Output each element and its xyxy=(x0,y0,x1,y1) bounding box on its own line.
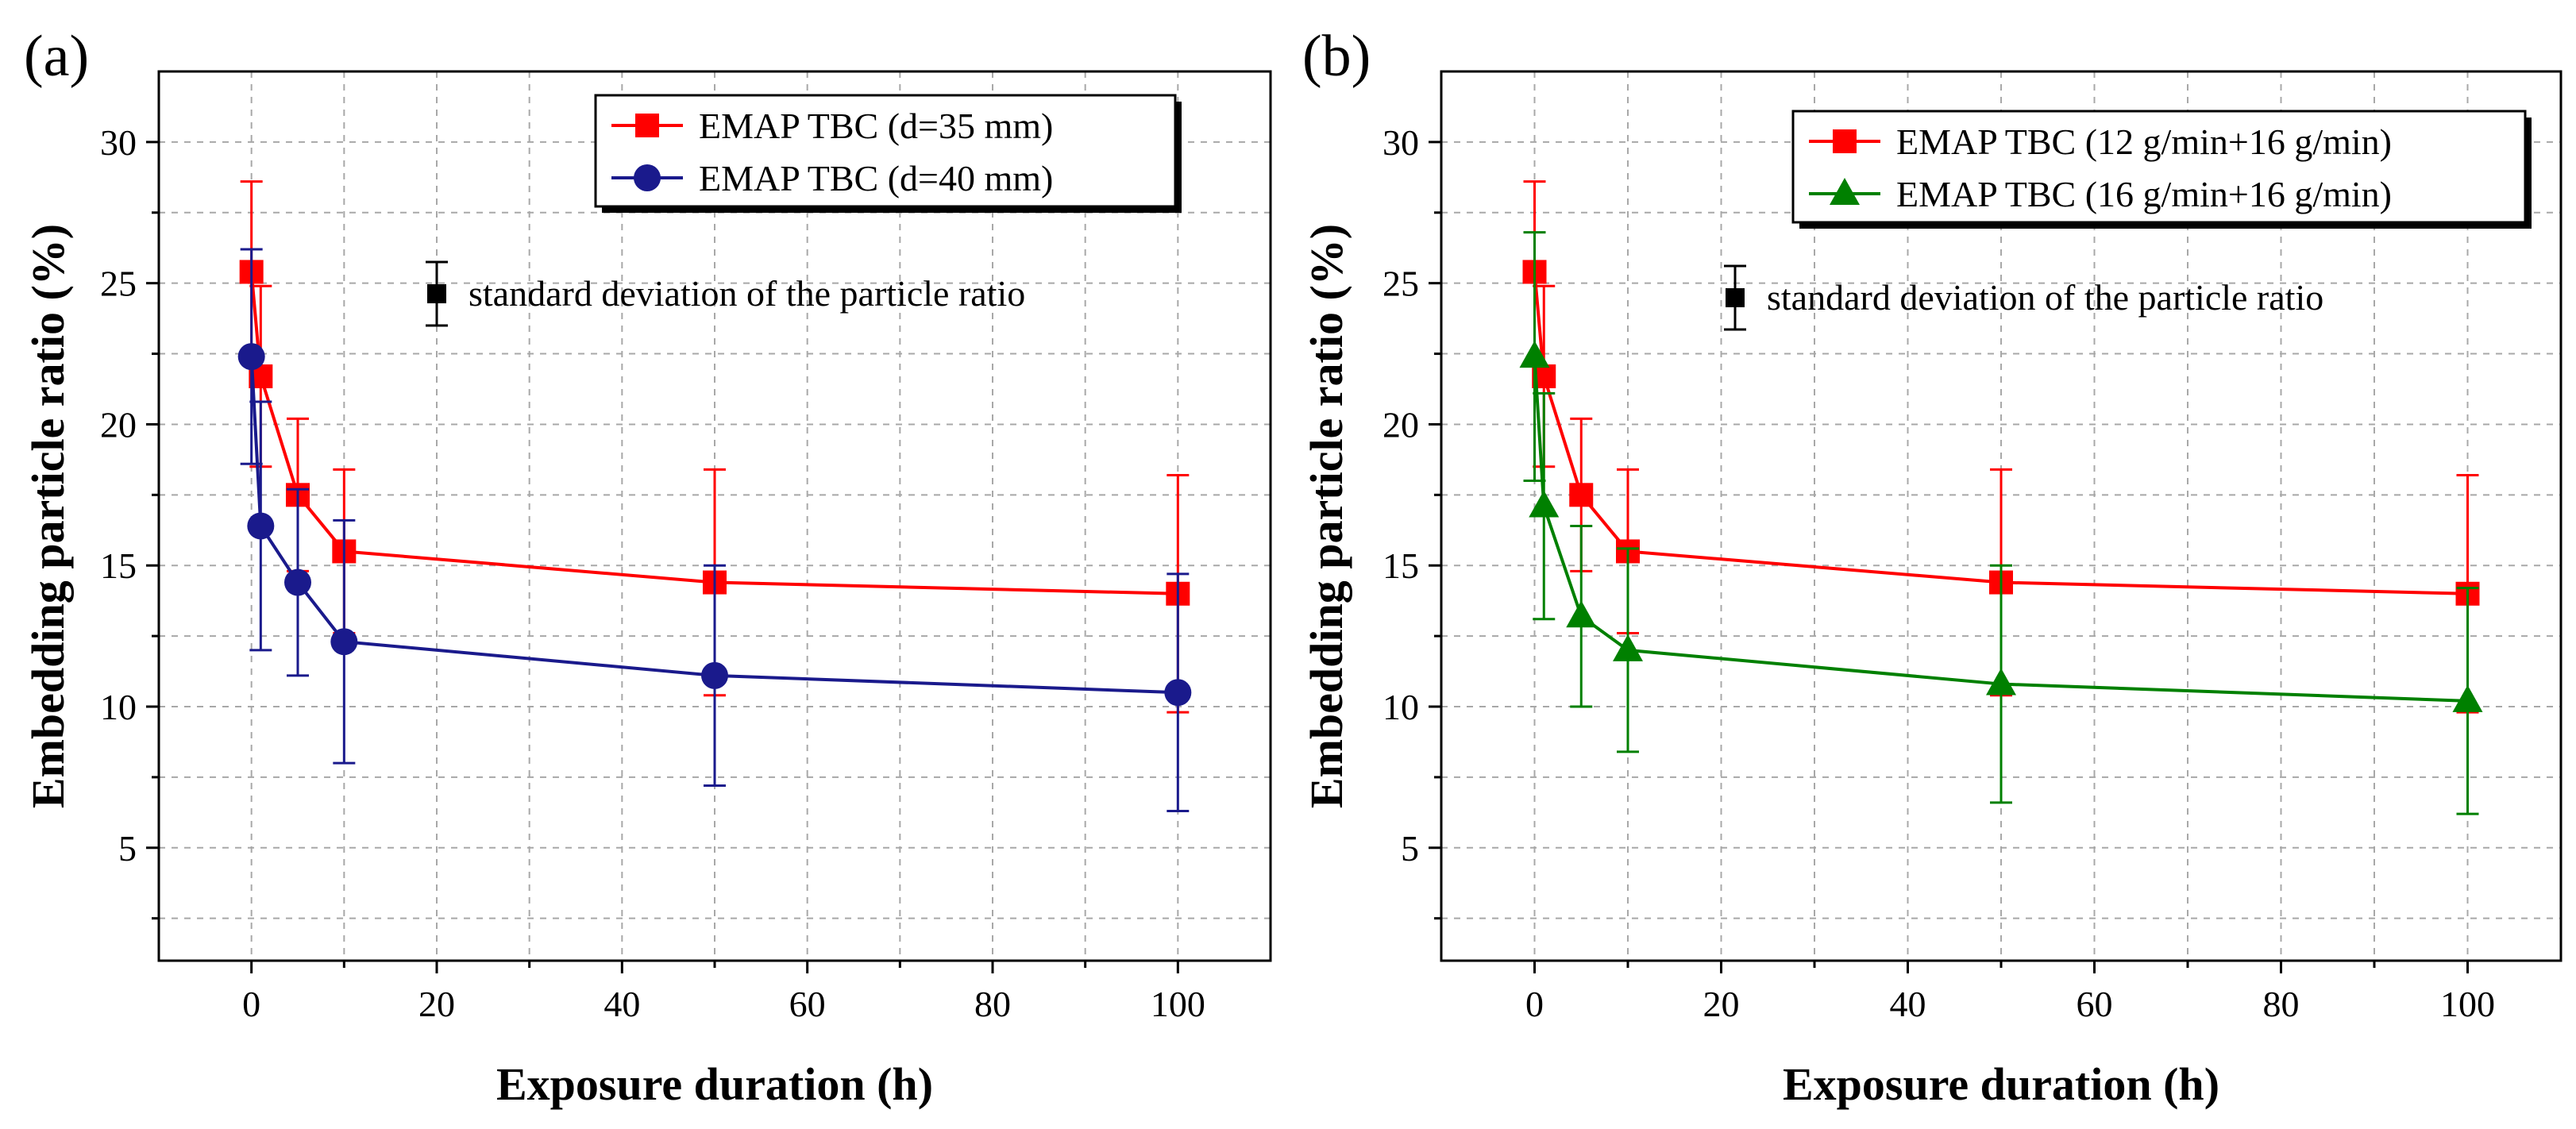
panel-a-y-axis-label: Embedding particle ratio (%) xyxy=(22,224,74,808)
panel-b-y-tick-label: 5 xyxy=(1401,828,1419,869)
panel-b-x-tick-label: 80 xyxy=(2263,984,2300,1024)
panel-b-series-line xyxy=(1533,356,2468,703)
panel-a-series-line xyxy=(249,356,1178,695)
panel-b-chart: 0 20 40 60 80 100 5 10 15 20 25 30 Exposure duration… xyxy=(1301,24,2563,1110)
panel-b-legend-box xyxy=(1791,110,2527,224)
panel-a-legend-box xyxy=(594,94,1177,208)
panel-a-y-tick-label: 10 xyxy=(100,687,137,727)
panel-a-std-note: standard deviation of the particle ratio xyxy=(426,260,1025,327)
panel-b-data-point xyxy=(1566,600,1597,628)
panel-b-x-tick-label: 100 xyxy=(2440,984,2495,1024)
panel-b-x-tick-label: 0 xyxy=(1525,984,1544,1024)
panel-a-data-point xyxy=(284,568,311,596)
panel-b-y-tick-label: 30 xyxy=(1382,122,1419,163)
panel-b-legend-entry: EMAP TBC (16 g/min+16 g/min) xyxy=(1896,174,2392,214)
panel-a-y-tick-label: 30 xyxy=(100,122,137,163)
panel-a-data-point xyxy=(1164,679,1192,707)
panel-b-std-label: standard deviation of the particle ratio xyxy=(1767,277,2323,318)
panel-a-legend: EMAP TBC (d=35 mm) EMAP TBC (d=40 mm) xyxy=(594,94,1182,213)
panel-b-data-point xyxy=(1569,483,1594,507)
panel-b-y-tick-label: 25 xyxy=(1382,264,1419,304)
panel-b-std-note: standard deviation of the particle ratio xyxy=(1724,264,2323,331)
panel-a-std-label: standard deviation of the particle ratio xyxy=(469,273,1025,314)
panel-b-y-tick-label: 10 xyxy=(1382,687,1419,727)
panel-a-data-point xyxy=(330,628,358,656)
panel-b-y-tick-label: 15 xyxy=(1382,545,1419,586)
panel-a-x-tick-label: 60 xyxy=(789,984,826,1024)
panel-b-data-point xyxy=(1613,634,1643,661)
panel-b-data-point xyxy=(1529,490,1560,518)
panel-a-x-tick-label: 0 xyxy=(242,984,260,1024)
panel-b-series-2 xyxy=(1519,231,2483,815)
panel-a-series-2 xyxy=(237,248,1192,813)
panel-b-legend-entry: EMAP TBC (12 g/min+16 g/min) xyxy=(1896,121,2392,162)
panel-b-x-tick-label: 20 xyxy=(1703,984,1740,1024)
panel-a-std-marker xyxy=(427,284,446,303)
panel-a-x-tick-label: 100 xyxy=(1151,984,1205,1024)
panel-b-x-tick-label: 60 xyxy=(2077,984,2113,1024)
panel-b-data-point xyxy=(1986,668,2016,696)
panel-a-legend-entry: EMAP TBC (d=40 mm) xyxy=(699,158,1053,198)
panel-b-data-point xyxy=(2452,684,2483,712)
panel-b-x-tick-label: 40 xyxy=(1890,984,1926,1024)
panel-a-chart: 0 20 40 60 80 100 5 10 15 20 25 30 Exposure duration… xyxy=(22,24,1272,1110)
panel-a-y-tick-label: 25 xyxy=(100,264,137,304)
panel-b-legend: EMAP TBC (12 g/min+16 g/min) EMAP TBC (16… xyxy=(1791,110,2532,229)
panel-a-x-tick-label: 80 xyxy=(974,984,1011,1024)
panel-a-data-point xyxy=(701,661,728,689)
panel-a-y-tick-label: 20 xyxy=(100,404,137,445)
panel-b-legend-marker xyxy=(1833,129,1857,153)
panel-a-legend-marker xyxy=(635,114,659,137)
panel-a-label: (a) xyxy=(24,24,89,89)
panel-a-x-tick-label: 40 xyxy=(604,984,640,1024)
panel-a-data-point xyxy=(247,512,275,540)
panel-a-legend-entry: EMAP TBC (d=35 mm) xyxy=(699,106,1053,146)
panel-a-legend-marker xyxy=(634,164,661,191)
panel-a-y-tick-label: 5 xyxy=(118,828,137,869)
panel-b-legend-marker xyxy=(1830,178,1860,205)
panel-a-data-point xyxy=(237,343,265,371)
panel-b-x-axis-label: Exposure duration (h) xyxy=(1783,1058,2219,1110)
panel-b-y-axis-label: Embedding particle ratio (%) xyxy=(1301,224,1352,808)
panel-a-x-axis-label: Exposure duration (h) xyxy=(496,1058,933,1110)
panel-b-data-point xyxy=(1519,341,1550,368)
panel-b-y-tick-label: 20 xyxy=(1382,404,1419,445)
panel-a-y-tick-label: 15 xyxy=(100,545,137,586)
panel-a-x-tick-label: 20 xyxy=(418,984,455,1024)
panel-b-label: (b) xyxy=(1302,24,1371,89)
panel-b-std-marker xyxy=(1726,288,1745,307)
